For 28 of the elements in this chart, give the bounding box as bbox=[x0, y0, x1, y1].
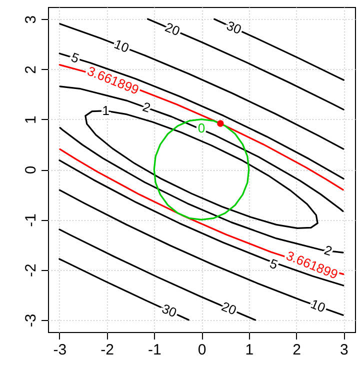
x-tick-label: 1 bbox=[245, 342, 254, 358]
text: 10 bbox=[112, 36, 132, 56]
text: 2 bbox=[140, 98, 152, 116]
x-tick-label: 3 bbox=[340, 342, 348, 358]
text: 10 bbox=[308, 296, 328, 316]
text: 20 bbox=[163, 19, 182, 39]
text: 5 bbox=[69, 49, 82, 66]
line-series bbox=[58, 159, 344, 286]
line-series bbox=[59, 23, 344, 150]
x-tick-label: -2 bbox=[100, 342, 114, 358]
line-series bbox=[214, 18, 344, 81]
line-series bbox=[58, 52, 344, 180]
x-tick-label: 2 bbox=[292, 342, 301, 358]
x-tick-label: 0 bbox=[198, 342, 206, 358]
line-series bbox=[58, 228, 256, 321]
y-tick-label: -1 bbox=[22, 213, 40, 227]
line-series bbox=[58, 258, 190, 321]
y-tick-label: -2 bbox=[22, 264, 40, 277]
x-tick-label: -3 bbox=[53, 342, 67, 358]
text: 20 bbox=[220, 298, 239, 318]
line-series bbox=[58, 189, 344, 316]
y-tick-label: 1 bbox=[22, 116, 40, 124]
y-tick-label: 2 bbox=[22, 66, 40, 74]
text: 5 bbox=[268, 256, 280, 272]
y-tick-label: 3 bbox=[22, 15, 40, 24]
y-tick-label: 0 bbox=[22, 166, 40, 174]
x-tick-label: -1 bbox=[148, 342, 162, 358]
y-tick-label: -3 bbox=[22, 314, 40, 328]
